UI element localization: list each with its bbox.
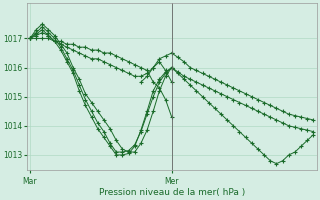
X-axis label: Pression niveau de la mer( hPa ): Pression niveau de la mer( hPa ) [99, 188, 245, 197]
